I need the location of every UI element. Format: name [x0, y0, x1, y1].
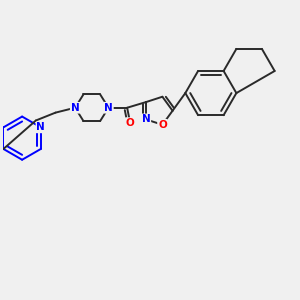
Text: N: N — [71, 103, 80, 113]
Text: N: N — [142, 114, 150, 124]
Text: O: O — [126, 118, 135, 128]
Text: O: O — [158, 120, 167, 130]
Text: N: N — [36, 122, 45, 132]
Text: N: N — [104, 103, 113, 113]
